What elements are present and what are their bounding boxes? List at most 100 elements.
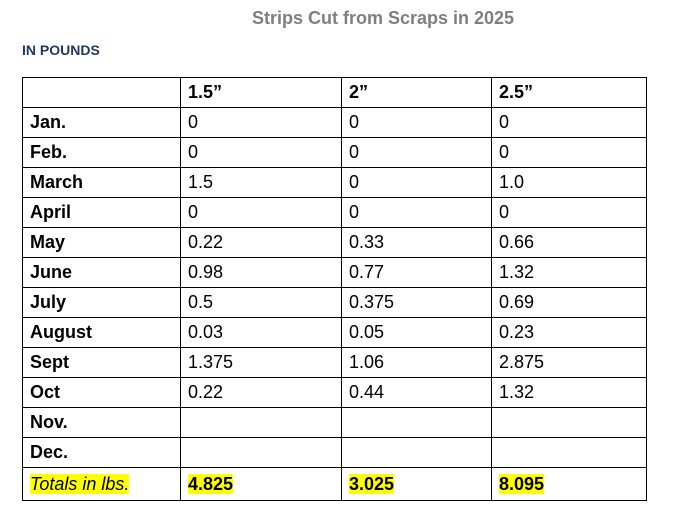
- table-cell: 2.875: [491, 347, 647, 378]
- cell-text: April: [30, 202, 72, 222]
- cell-text: 0: [188, 112, 199, 132]
- cell-text: 2”: [349, 82, 369, 102]
- table-cell: 0.22: [180, 227, 342, 258]
- table-row: Nov.: [22, 407, 647, 438]
- cell-text: July: [30, 292, 67, 312]
- table-cell: 3.025: [341, 467, 492, 501]
- cell-text: Feb.: [30, 142, 68, 162]
- table-row: July 0.5 0.375 0.69: [22, 287, 647, 318]
- table-cell: 1.06: [341, 347, 492, 378]
- table-cell: 0: [341, 137, 492, 168]
- cell-text: 0.33: [349, 232, 385, 252]
- table-row: April 0 0 0: [22, 197, 647, 228]
- cell-text: 1.0: [499, 172, 525, 192]
- cell-text: 0.44: [349, 382, 385, 402]
- title: Strips Cut from Scraps in 2025: [251, 8, 515, 28]
- table-cell: [491, 437, 647, 468]
- table-row: June 0.98 0.77 1.32: [22, 257, 647, 288]
- table-cell: Oct: [22, 377, 181, 408]
- cell-text: Jan.: [30, 112, 67, 132]
- table: 1.5” 2” 2.5” Jan. 0 0 0 Feb. 0 0 0 March 1.5 0 1.0 Apri…: [22, 77, 647, 501]
- table-cell: 1.5”: [180, 77, 342, 108]
- table-cell: 0.77: [341, 257, 492, 288]
- cell-text: 0: [349, 202, 360, 222]
- table-cell: 2”: [341, 77, 492, 108]
- table-cell: 0: [341, 197, 492, 228]
- table-row: Dec.: [22, 437, 647, 468]
- table-cell: 1.0: [491, 167, 647, 198]
- cell-text: Oct: [30, 382, 61, 402]
- table-cell: 0.03: [180, 317, 342, 348]
- cell-text: Sept: [30, 352, 70, 372]
- cell-text: May: [30, 232, 66, 252]
- table-cell: 0.05: [341, 317, 492, 348]
- table-cell: 2.5”: [491, 77, 647, 108]
- cell-text: 0: [499, 112, 510, 132]
- table-row: Feb. 0 0 0: [22, 137, 647, 168]
- table-row: Totals in lbs. 4.825 3.025 8.095: [22, 467, 647, 501]
- table-cell: 0: [180, 107, 342, 138]
- cell-text: Nov.: [30, 412, 68, 432]
- cell-text: 0.05: [349, 322, 385, 342]
- table-row: Jan. 0 0 0: [22, 107, 647, 138]
- table-cell: [180, 437, 342, 468]
- table-row: August 0.03 0.05 0.23: [22, 317, 647, 348]
- table-cell: 0.22: [180, 377, 342, 408]
- table-cell: 0: [180, 197, 342, 228]
- table-cell: [341, 437, 492, 468]
- cell-text: 0.98: [188, 262, 224, 282]
- table-cell: June: [22, 257, 181, 288]
- table-row: Sept 1.375 1.06 2.875: [22, 347, 647, 378]
- table-cell: [491, 407, 647, 438]
- cell-text: August: [30, 322, 92, 342]
- cell-text: 0: [349, 142, 360, 162]
- cell-text: 1.32: [499, 382, 535, 402]
- table-cell: [180, 407, 342, 438]
- table-cell: Nov.: [22, 407, 181, 438]
- cell-text: June: [30, 262, 73, 282]
- table-cell: August: [22, 317, 181, 348]
- cell-text: 0: [349, 112, 360, 132]
- cell-text: 0.5: [188, 292, 214, 312]
- cell-text: 1.5: [188, 172, 214, 192]
- cell-text: 4.825: [188, 473, 234, 494]
- table-cell: 8.095: [491, 467, 647, 501]
- table-cell: Sept: [22, 347, 181, 378]
- table-body: 1.5” 2” 2.5” Jan. 0 0 0 Feb. 0 0 0 March 1.5 0 1.0 Apri…: [22, 77, 647, 501]
- table-cell: 0.69: [491, 287, 647, 318]
- cell-text: 0: [499, 202, 510, 222]
- cell-text: 0.66: [499, 232, 535, 252]
- table-cell: 0.98: [180, 257, 342, 288]
- table-cell: 0.33: [341, 227, 492, 258]
- cell-text: 1.32: [499, 262, 535, 282]
- table-cell: Jan.: [22, 107, 181, 138]
- cell-text: 1.5”: [188, 82, 223, 102]
- table-cell: April: [22, 197, 181, 228]
- cell-text: 0: [188, 202, 199, 222]
- table-cell: 0: [491, 137, 647, 168]
- table-cell: 1.5: [180, 167, 342, 198]
- cell-text: 0.23: [499, 322, 535, 342]
- table-cell: 0.23: [491, 317, 647, 348]
- cell-text: 0.77: [349, 262, 385, 282]
- table-cell: 0: [341, 107, 492, 138]
- cell-text: 0.375: [349, 292, 395, 312]
- cell-text: 2.5”: [499, 82, 534, 102]
- cell-text: 0.22: [188, 232, 224, 252]
- cell-text: 3.025: [349, 473, 395, 494]
- cell-text: Totals in lbs.: [30, 473, 130, 494]
- table-cell: 0.44: [341, 377, 492, 408]
- table-cell: 1.375: [180, 347, 342, 378]
- table-cell: 0: [491, 107, 647, 138]
- cell-text: 0: [499, 142, 510, 162]
- cell-text: 2.875: [499, 352, 545, 372]
- table-cell: 0.5: [180, 287, 342, 318]
- table-cell: 1.32: [491, 257, 647, 288]
- cell-text: March: [30, 172, 84, 192]
- table-row: March 1.5 0 1.0: [22, 167, 647, 198]
- table-cell: 4.825: [180, 467, 342, 501]
- table-cell: Dec.: [22, 437, 181, 468]
- table-row: Oct 0.22 0.44 1.32: [22, 377, 647, 408]
- table-cell: Totals in lbs.: [22, 467, 181, 501]
